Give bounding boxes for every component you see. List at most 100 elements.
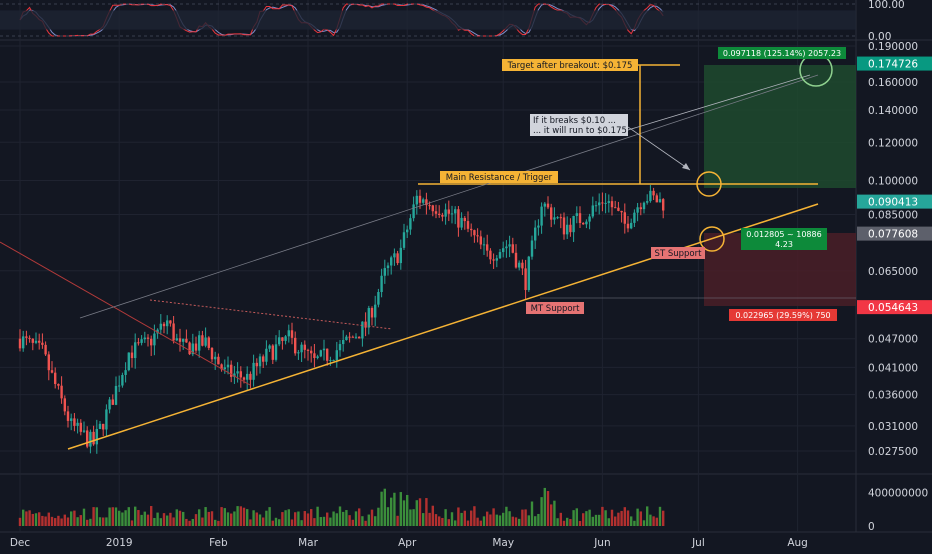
- candle-body: [604, 202, 607, 204]
- candle-body: [418, 195, 422, 203]
- candle-body: [543, 203, 546, 207]
- candle-body: [278, 337, 281, 345]
- note-arrow-head: [682, 163, 690, 170]
- volume-bar: [89, 518, 92, 526]
- candle-body: [396, 253, 399, 264]
- volume-bar: [406, 494, 409, 526]
- volume-bar: [294, 512, 297, 526]
- volume-bar: [156, 512, 159, 526]
- volume-bar: [511, 516, 514, 526]
- volume-bar: [377, 507, 380, 526]
- candle-body: [137, 342, 140, 344]
- candle-body: [466, 221, 470, 229]
- y-tick-label: 0.036000: [868, 390, 918, 402]
- candle-body: [217, 356, 220, 365]
- volume-bar: [278, 519, 281, 526]
- volume-bar: [588, 509, 591, 526]
- volume-bar: [559, 512, 562, 526]
- volume-bar: [383, 488, 386, 526]
- volume-bar: [242, 507, 246, 526]
- candle-body: [550, 207, 553, 220]
- candle-body: [271, 345, 274, 360]
- volume-bar: [374, 516, 377, 526]
- candle-body: [454, 209, 457, 214]
- volume-bar: [284, 510, 287, 526]
- candle-body: [108, 399, 111, 410]
- volume-bar: [153, 517, 156, 526]
- candle-body: [610, 201, 614, 208]
- volume-bar: [246, 509, 249, 526]
- volume-bar: [543, 487, 546, 526]
- candle-body: [582, 223, 585, 225]
- candle-body: [185, 338, 188, 343]
- red-descending-line: [0, 241, 251, 386]
- x-tick-label: Dec: [10, 537, 31, 549]
- volume-bar: [169, 512, 172, 526]
- candle-body: [249, 373, 252, 380]
- volume-bar: [367, 514, 370, 526]
- candle-body: [537, 225, 540, 228]
- volume-bar: [422, 513, 425, 526]
- volume-bar: [146, 514, 150, 526]
- volume-bar: [226, 512, 230, 526]
- volume-bar: [351, 519, 354, 526]
- candle-body: [425, 199, 428, 206]
- volume-bar: [329, 517, 332, 526]
- volume-bar: [191, 518, 194, 526]
- volume-bar: [338, 506, 342, 526]
- price-tag-label: 0.054643: [868, 302, 918, 314]
- candle-body: [386, 265, 390, 269]
- price-axis[interactable]: 0.190000 0.160000 0.140000 0.120000 0.100000…: [868, 41, 918, 458]
- candle-body: [188, 342, 191, 355]
- candle-body: [182, 338, 185, 342]
- candle-body: [422, 199, 425, 203]
- projection-arrow-line: [627, 74, 811, 131]
- candle-body: [486, 244, 489, 251]
- resistance-label: Main Resistance / Trigger: [446, 173, 553, 183]
- volume-bar: [527, 515, 530, 526]
- candle-body: [518, 262, 521, 268]
- candle-body: [354, 336, 358, 338]
- x-tick-label: Feb: [209, 537, 228, 549]
- long-target-label: 0.097118 (125.14%) 2057.23: [723, 49, 841, 58]
- volume-bar: [438, 516, 441, 526]
- volume-bar: [178, 510, 182, 526]
- oscillator-axis: 100.00 0.00: [0, 0, 905, 43]
- volume-bar: [530, 501, 534, 526]
- volume-layer: [18, 487, 665, 526]
- candle-body: [31, 338, 34, 343]
- candle-body: [639, 207, 642, 210]
- volume-bar: [210, 511, 214, 526]
- candle-body: [265, 348, 268, 362]
- candle-body: [502, 248, 505, 253]
- time-axis[interactable]: Dec 2019 Feb Mar Apr May Jun Jul Aug: [10, 537, 808, 549]
- candle-body: [658, 199, 662, 203]
- volume-bar: [239, 506, 242, 526]
- price-tag-label: 0.077608: [868, 229, 918, 241]
- volume-bar: [662, 510, 665, 526]
- candle-body: [364, 321, 367, 328]
- volume-bar: [172, 517, 175, 526]
- candle-body: [402, 232, 406, 248]
- volume-bar: [652, 516, 655, 526]
- volume-bar: [495, 514, 498, 526]
- candle-body: [287, 330, 290, 337]
- volume-bar: [505, 506, 508, 526]
- volume-bar: [649, 514, 652, 526]
- volume-bar: [28, 510, 31, 526]
- candle-body: [377, 292, 380, 305]
- volume-bar: [57, 515, 60, 526]
- volume-bar: [399, 492, 402, 526]
- candle-body: [86, 430, 89, 447]
- volume-bar: [124, 510, 127, 526]
- candle-body: [76, 422, 79, 426]
- candle-body: [332, 359, 335, 361]
- y-tick-label: 0.065000: [868, 266, 918, 278]
- volume-bar: [271, 520, 274, 526]
- candle-body: [598, 202, 601, 206]
- volume-bar: [594, 514, 598, 526]
- candle-body: [623, 212, 626, 224]
- candle-body: [646, 201, 649, 203]
- candle-body: [575, 213, 578, 216]
